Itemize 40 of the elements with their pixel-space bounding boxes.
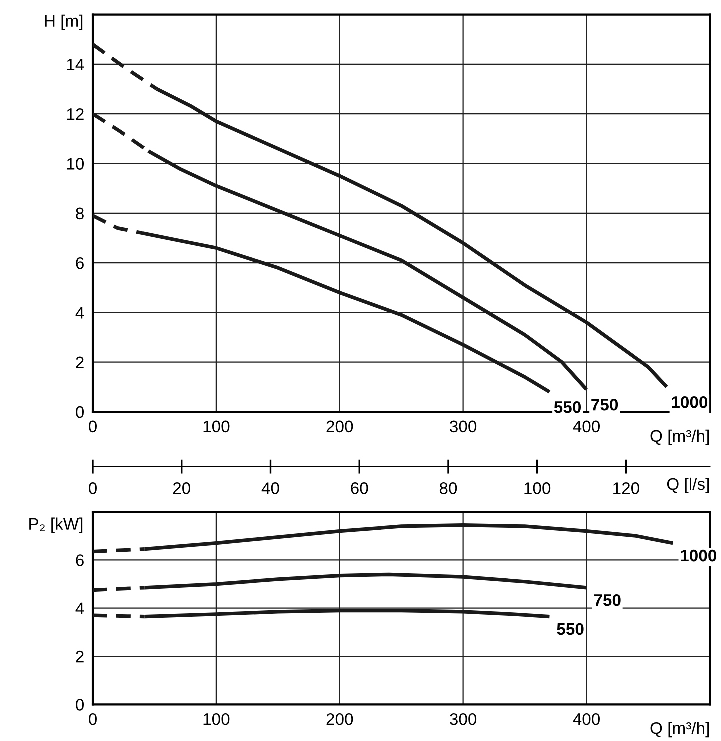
x-axis-title: Q [m³/h] — [650, 430, 709, 446]
y-axis-title: P₂ [kW] — [30, 518, 83, 534]
series-label: 550 — [557, 623, 584, 636]
y-tick-label: 4 — [76, 602, 84, 614]
x2-tick-label: 0 — [89, 482, 97, 494]
y-tick-label: 6 — [76, 554, 84, 566]
x-axis-title: Q [m³/h] — [650, 722, 709, 738]
x2-tick-label: 60 — [351, 482, 368, 494]
y-tick-label: 0 — [76, 406, 84, 418]
x-tick-label: 300 — [450, 713, 477, 726]
x2-tick-label: 100 — [524, 482, 551, 494]
x-tick-label: 300 — [450, 420, 477, 433]
x-tick-label: 100 — [204, 420, 230, 433]
y-tick-label: 8 — [76, 208, 84, 220]
x-tick-label: 0 — [89, 713, 97, 726]
series-label: 750 — [594, 594, 621, 606]
x-tick-label: 400 — [573, 420, 600, 433]
y-tick-label: 12 — [67, 108, 84, 120]
x-tick-label: 100 — [204, 713, 230, 726]
y-axis-title: H [m] — [45, 14, 83, 30]
y-tick-label: 2 — [76, 356, 84, 368]
x2-axis-title: Q [l/s] — [667, 478, 709, 494]
y-tick-label: 10 — [67, 158, 84, 170]
y-tick-label: 14 — [67, 59, 84, 71]
x2-tick-label: 80 — [440, 482, 458, 494]
x2-tick-label: 20 — [173, 482, 190, 494]
series-label: 550 — [554, 401, 582, 414]
y-tick-label: 6 — [76, 257, 84, 270]
series-label: 1000 — [681, 550, 716, 562]
y-tick-label: 2 — [76, 650, 84, 663]
series-label: 750 — [592, 398, 618, 411]
x2-tick-label: 120 — [614, 482, 640, 494]
x-tick-label: 0 — [89, 420, 97, 433]
x2-tick-label: 40 — [262, 482, 280, 494]
series-label: 1000 — [672, 396, 708, 408]
x-tick-label: 200 — [326, 420, 354, 433]
y-tick-label: 0 — [76, 699, 84, 711]
x-tick-label: 200 — [326, 713, 354, 726]
x-tick-label: 400 — [573, 713, 600, 726]
y-tick-label: 4 — [76, 307, 84, 319]
